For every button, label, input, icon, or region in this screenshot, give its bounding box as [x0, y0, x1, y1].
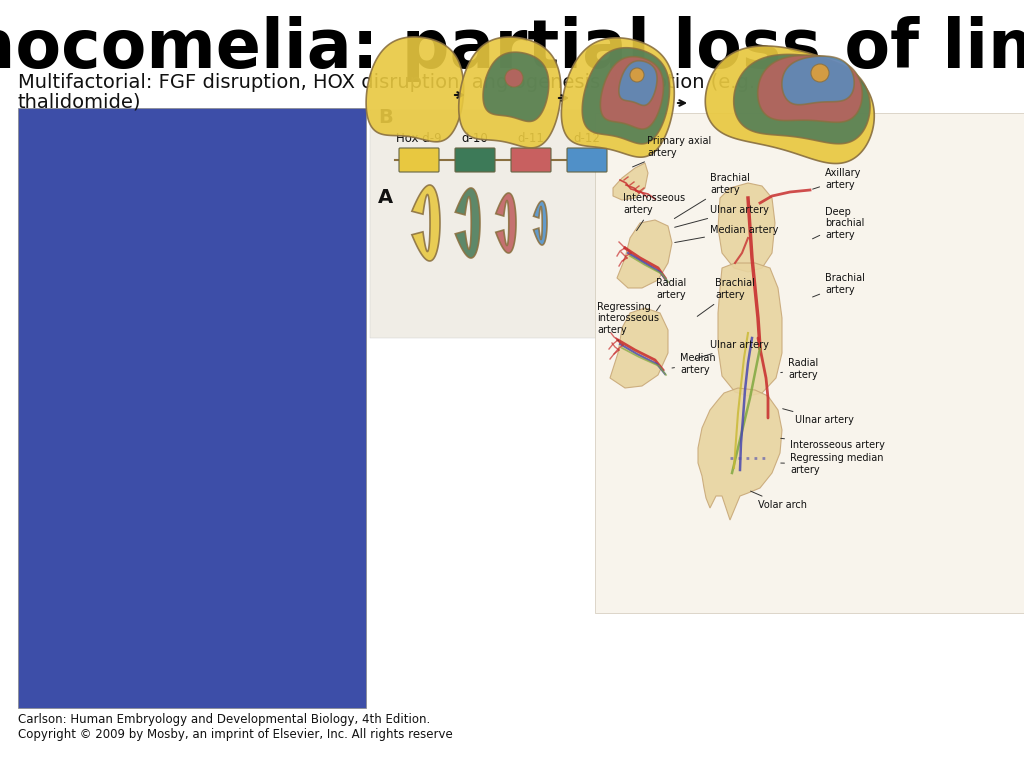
Text: Regressing
interosseous
artery: Regressing interosseous artery [597, 302, 659, 340]
Polygon shape [613, 163, 648, 200]
Text: Deep
brachial
artery: Deep brachial artery [812, 207, 864, 240]
Polygon shape [618, 61, 657, 105]
Text: Copyright © 2009 by Mosby, an imprint of Elsevier, Inc. All rights reserve: Copyright © 2009 by Mosby, an imprint of… [18, 728, 453, 741]
Text: Regressing median
artery: Regressing median artery [780, 453, 884, 475]
Text: d-10: d-10 [462, 132, 488, 145]
Text: Median artery: Median artery [675, 225, 778, 243]
Text: Interosseous artery: Interosseous artery [780, 439, 885, 450]
Polygon shape [782, 56, 854, 104]
Polygon shape [456, 188, 480, 258]
Text: thalidomide): thalidomide) [18, 92, 141, 111]
FancyBboxPatch shape [399, 148, 439, 172]
Polygon shape [483, 52, 549, 121]
Text: Interosseous
artery: Interosseous artery [623, 194, 685, 230]
Polygon shape [718, 263, 782, 396]
Text: d-11: d-11 [517, 132, 545, 145]
Text: Primary axial
artery: Primary axial artery [633, 137, 712, 167]
Text: A: A [378, 188, 393, 207]
Polygon shape [412, 185, 440, 261]
Text: Ulnar artery: Ulnar artery [675, 205, 769, 227]
FancyBboxPatch shape [18, 108, 366, 708]
Polygon shape [561, 38, 674, 157]
Polygon shape [496, 193, 516, 253]
Polygon shape [600, 57, 664, 129]
Text: Brachial
artery: Brachial artery [697, 279, 755, 316]
Text: Brachial
artery: Brachial artery [675, 174, 750, 219]
Polygon shape [367, 37, 464, 142]
Text: Radial
artery: Radial artery [656, 279, 686, 311]
Text: Median
artery: Median artery [672, 353, 716, 375]
Polygon shape [583, 48, 670, 144]
Polygon shape [610, 308, 668, 388]
Text: Phocomelia: partial loss of limb: Phocomelia: partial loss of limb [0, 16, 1024, 82]
FancyBboxPatch shape [595, 113, 1024, 613]
Text: Volar arch: Volar arch [751, 491, 807, 510]
Circle shape [505, 69, 523, 87]
FancyBboxPatch shape [455, 148, 495, 172]
Polygon shape [706, 46, 874, 164]
Polygon shape [718, 183, 775, 272]
Polygon shape [698, 388, 782, 520]
Text: Ulnar artery: Ulnar artery [782, 409, 854, 425]
FancyBboxPatch shape [511, 148, 551, 172]
Polygon shape [617, 220, 672, 288]
Text: B: B [378, 108, 393, 127]
Text: Brachial
artery: Brachial artery [813, 273, 865, 297]
Polygon shape [758, 55, 862, 122]
Text: Radial
artery: Radial artery [780, 359, 818, 380]
Text: Carlson: Human Embryology and Developmental Biology, 4th Edition.: Carlson: Human Embryology and Developmen… [18, 713, 430, 726]
FancyBboxPatch shape [567, 148, 607, 172]
Polygon shape [534, 201, 547, 245]
FancyBboxPatch shape [370, 110, 620, 338]
Polygon shape [459, 37, 561, 148]
Circle shape [630, 68, 644, 82]
Text: Multifactorial: FGF disruption, HOX disruption, angiogenesis disruption (e.g.: Multifactorial: FGF disruption, HOX disr… [18, 73, 755, 92]
Circle shape [811, 64, 829, 82]
Text: Ulnar artery: Ulnar artery [694, 340, 769, 359]
Text: Hox d-9: Hox d-9 [396, 132, 441, 145]
Text: d-12: d-12 [573, 132, 600, 145]
Polygon shape [734, 55, 870, 144]
Text: Axillary
artery: Axillary artery [813, 168, 861, 190]
